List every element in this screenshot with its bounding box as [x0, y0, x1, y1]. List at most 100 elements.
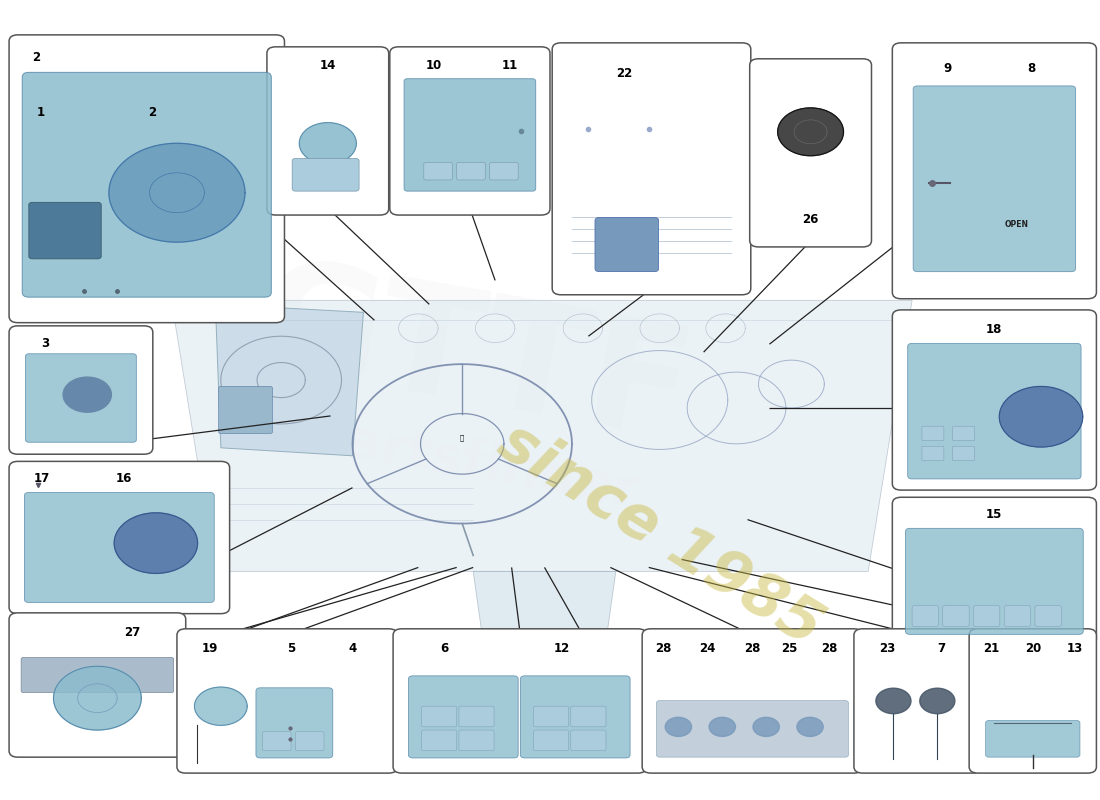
FancyBboxPatch shape — [404, 78, 536, 191]
Circle shape — [778, 108, 844, 156]
Circle shape — [710, 718, 736, 737]
FancyBboxPatch shape — [922, 446, 944, 461]
FancyBboxPatch shape — [657, 701, 848, 757]
Circle shape — [109, 143, 245, 242]
FancyBboxPatch shape — [854, 629, 981, 773]
Text: 2: 2 — [32, 51, 40, 64]
FancyBboxPatch shape — [9, 462, 230, 614]
Circle shape — [114, 513, 198, 574]
Text: 4: 4 — [348, 642, 356, 655]
Circle shape — [54, 666, 141, 730]
Text: 5: 5 — [287, 642, 296, 655]
FancyBboxPatch shape — [177, 629, 397, 773]
Circle shape — [920, 688, 955, 714]
FancyBboxPatch shape — [953, 446, 975, 461]
Text: 17: 17 — [34, 473, 51, 486]
Text: 23: 23 — [879, 642, 895, 655]
Circle shape — [876, 688, 911, 714]
FancyBboxPatch shape — [943, 606, 969, 626]
FancyBboxPatch shape — [534, 706, 569, 727]
FancyBboxPatch shape — [267, 47, 388, 215]
Text: 12: 12 — [554, 642, 571, 655]
Text: 25: 25 — [781, 642, 798, 655]
FancyBboxPatch shape — [552, 43, 751, 294]
FancyBboxPatch shape — [9, 35, 285, 322]
Text: 14: 14 — [320, 59, 336, 72]
Text: 19: 19 — [202, 642, 218, 655]
Text: since 1985: since 1985 — [487, 413, 833, 658]
Text: 9: 9 — [944, 62, 952, 75]
Text: 28: 28 — [745, 642, 760, 655]
Text: 27: 27 — [124, 626, 141, 639]
Text: 1: 1 — [37, 106, 45, 119]
FancyBboxPatch shape — [21, 658, 174, 693]
FancyBboxPatch shape — [263, 732, 292, 750]
Polygon shape — [172, 300, 912, 571]
FancyBboxPatch shape — [595, 218, 659, 272]
FancyBboxPatch shape — [974, 606, 1000, 626]
FancyBboxPatch shape — [1004, 606, 1031, 626]
Text: OPEN: OPEN — [1004, 220, 1028, 229]
Text: 13: 13 — [1066, 642, 1082, 655]
Text: partsfinder: partsfinder — [305, 410, 642, 518]
Text: 24: 24 — [700, 642, 716, 655]
Text: 16: 16 — [116, 473, 132, 486]
FancyBboxPatch shape — [913, 86, 1076, 272]
FancyBboxPatch shape — [571, 706, 606, 727]
Text: 28: 28 — [654, 642, 671, 655]
Circle shape — [999, 386, 1082, 447]
FancyBboxPatch shape — [571, 730, 606, 750]
FancyBboxPatch shape — [892, 498, 1097, 646]
Circle shape — [796, 718, 823, 737]
FancyBboxPatch shape — [296, 732, 324, 750]
Text: 28: 28 — [822, 642, 838, 655]
FancyBboxPatch shape — [922, 426, 944, 441]
FancyBboxPatch shape — [421, 730, 456, 750]
Text: 8: 8 — [1027, 62, 1036, 75]
FancyBboxPatch shape — [9, 326, 153, 454]
FancyBboxPatch shape — [389, 47, 550, 215]
FancyBboxPatch shape — [24, 493, 214, 602]
FancyBboxPatch shape — [424, 162, 452, 180]
FancyBboxPatch shape — [393, 629, 647, 773]
FancyBboxPatch shape — [969, 629, 1097, 773]
Text: 3: 3 — [42, 338, 50, 350]
Text: 11: 11 — [502, 59, 518, 72]
Polygon shape — [216, 304, 363, 456]
FancyBboxPatch shape — [1035, 606, 1062, 626]
FancyBboxPatch shape — [9, 613, 186, 757]
FancyBboxPatch shape — [986, 721, 1080, 757]
Circle shape — [63, 377, 111, 412]
FancyBboxPatch shape — [25, 354, 136, 442]
FancyBboxPatch shape — [29, 202, 101, 259]
FancyBboxPatch shape — [750, 58, 871, 247]
Circle shape — [195, 687, 248, 726]
Text: 26: 26 — [802, 213, 818, 226]
FancyBboxPatch shape — [490, 162, 518, 180]
Text: 🐎: 🐎 — [460, 434, 464, 441]
Polygon shape — [473, 571, 616, 727]
Text: 6: 6 — [440, 642, 449, 655]
Text: 15: 15 — [987, 508, 1002, 521]
FancyBboxPatch shape — [642, 629, 862, 773]
FancyBboxPatch shape — [912, 606, 938, 626]
FancyBboxPatch shape — [953, 426, 975, 441]
FancyBboxPatch shape — [408, 676, 518, 758]
FancyBboxPatch shape — [459, 730, 494, 750]
Circle shape — [754, 718, 779, 737]
FancyBboxPatch shape — [456, 162, 485, 180]
Text: 22: 22 — [616, 66, 632, 80]
Text: 18: 18 — [987, 323, 1002, 336]
Text: 21: 21 — [983, 642, 999, 655]
Text: 2: 2 — [147, 106, 156, 119]
FancyBboxPatch shape — [908, 343, 1081, 479]
FancyBboxPatch shape — [892, 43, 1097, 298]
Circle shape — [666, 718, 692, 737]
Text: 7: 7 — [937, 642, 946, 655]
FancyBboxPatch shape — [534, 730, 569, 750]
FancyBboxPatch shape — [219, 386, 273, 434]
FancyBboxPatch shape — [520, 676, 630, 758]
Text: GTTF: GTTF — [244, 249, 703, 472]
FancyBboxPatch shape — [459, 706, 494, 727]
Circle shape — [299, 122, 356, 164]
